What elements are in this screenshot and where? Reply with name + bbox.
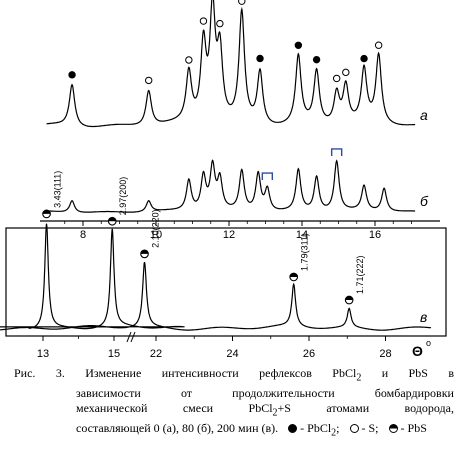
upper-axis-ticks: 8 10 12 14 16 <box>64 221 412 241</box>
caption-word: продолжительности <box>232 385 335 400</box>
caption-formula-mix: PbCl2+S <box>249 401 291 421</box>
caption-word: водорода, <box>404 401 454 416</box>
caption-word: Изменение <box>85 366 142 380</box>
caption-word: PbS <box>408 366 428 380</box>
axis-break-mark <box>126 331 136 343</box>
caption-formula-pbcl2: PbCl2 <box>332 366 361 386</box>
caption-word: бомбардировки <box>374 385 454 400</box>
caption-word: 3. <box>55 366 65 380</box>
x-unit-symbol: Θ <box>412 343 423 359</box>
tick-label: 28 <box>379 348 391 360</box>
trace-line-б <box>46 159 416 213</box>
tick-label: 26 <box>303 348 315 360</box>
square-marker <box>330 148 343 156</box>
half-filled-circle-icon <box>388 424 398 434</box>
caption-word: атомами <box>326 401 370 416</box>
tick-label: 8 <box>80 229 86 241</box>
caption-line-4: составляющей 0 (а), 80 (б), 200 мин (в).… <box>14 421 454 441</box>
caption-word: PbCl <box>332 366 357 380</box>
caption-word: смеси <box>182 401 214 416</box>
peak-label: 1.71(222) <box>355 255 365 294</box>
pbs-marker-fill <box>289 273 298 277</box>
trace-letter-а: а <box>420 107 428 123</box>
pbcl2-marker <box>312 55 321 64</box>
pbs-marker-fill <box>42 210 51 214</box>
peak-label: 3.43(111) <box>53 171 63 208</box>
peak-label: 2.10(220) <box>151 209 161 248</box>
lower-panel-frame <box>5 227 447 337</box>
square-marker <box>261 172 274 181</box>
s-marker <box>374 41 383 49</box>
pbcl2-marker <box>294 41 303 49</box>
s-marker <box>342 68 350 77</box>
figure-caption: Рис. 3. Изменение интенсивности рефлексо… <box>14 366 454 441</box>
caption-subscript: 2 <box>356 372 362 384</box>
s-marker <box>238 0 246 5</box>
s-marker <box>332 74 341 83</box>
caption-line-1: Рис. 3. Изменение интенсивности рефлексо… <box>14 366 454 386</box>
tick-label: 15 <box>108 348 120 360</box>
legend-text: ; <box>336 421 340 436</box>
caption-word: интенсивности <box>161 366 239 380</box>
caption-line-2: зависимости от продолжительности бомбард… <box>14 386 454 402</box>
open-circle-icon <box>349 424 359 434</box>
peak-label: 1.79(311) <box>300 233 310 271</box>
tick-label: 12 <box>223 229 235 241</box>
caption-word: Рис. <box>14 366 36 380</box>
s-marker <box>199 17 208 25</box>
pbcl2-marker <box>68 71 76 79</box>
lower-trace: 3.43(111) 2.97(200) 2.10(220) 1.79(311) 1.71… <box>0 171 432 331</box>
caption-line-3: механической смеси PbCl2+S атомами водор… <box>14 401 454 421</box>
upper-traces: аб <box>46 0 429 213</box>
tick-label: 16 <box>369 229 381 241</box>
caption-word: от <box>180 385 193 400</box>
caption-conditions: составляющей 0 (а), 80 (б), 200 мин (в). <box>76 421 279 436</box>
legend-text: - PbCl <box>300 421 332 436</box>
caption-subscript: 2 <box>272 407 278 419</box>
trace-letter-в: в <box>420 309 427 325</box>
caption-word: +S <box>277 401 291 416</box>
s-marker <box>185 56 193 64</box>
legend-item-pbs: - PbS <box>383 421 427 441</box>
pbs-marker-fill <box>140 250 149 254</box>
tick-label: 14 <box>296 229 308 241</box>
tick-label: 24 <box>226 348 238 360</box>
pbs-marker-fill <box>345 296 353 301</box>
pbs-marker-fill <box>108 217 117 222</box>
caption-word: PbCl <box>248 401 273 416</box>
caption-word: и <box>381 366 389 380</box>
pbcl2-marker <box>256 54 264 63</box>
pbcl2-marker <box>360 54 368 63</box>
legend-text: - S; <box>361 421 379 436</box>
caption-word: механической <box>76 401 148 416</box>
x-unit-label: Θ о <box>412 338 431 359</box>
caption-word: в <box>448 366 454 380</box>
legend-text: - PbS <box>400 421 427 436</box>
x-unit-degree: о <box>426 338 431 348</box>
lower-axis-ticks: 13 15 22 24 26 28 <box>37 336 392 360</box>
filled-circle-icon <box>288 424 298 434</box>
legend-item-pbcl2: - PbCl2; <box>282 421 340 441</box>
tick-label: 13 <box>37 348 49 360</box>
s-marker <box>145 76 153 85</box>
trace-letter-б: б <box>420 193 429 209</box>
legend-item-s: - S; <box>344 421 379 441</box>
trace-line-в <box>0 223 432 331</box>
trace-line-а <box>46 0 416 128</box>
tick-label: 10 <box>150 229 162 241</box>
caption-word: зависимости <box>76 385 141 400</box>
legend-subscript: 2 <box>331 427 337 439</box>
s-marker <box>216 19 224 28</box>
xrd-figure: аб 8 10 12 14 16 3.43(111) 2.97(200)2.10(220)… <box>0 0 447 360</box>
peak-label: 2.97(200) <box>118 177 128 216</box>
tick-label: 22 <box>150 348 162 360</box>
caption-word: рефлексов <box>259 366 312 380</box>
